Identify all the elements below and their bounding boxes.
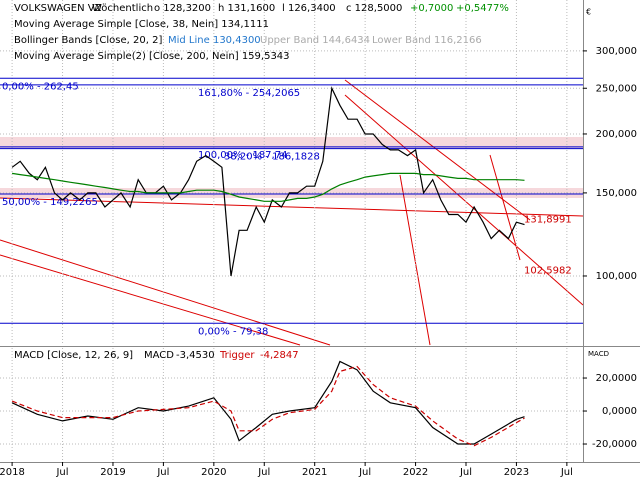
ohlc: o 128,3200	[154, 3, 211, 14]
level-label: 38,20% - 186,1828	[224, 152, 320, 163]
level-label: 50,00% - 149,2265	[2, 197, 98, 208]
series-line	[11, 365, 525, 447]
y-tick-label: 150,000	[596, 188, 637, 199]
legend-entry: Lower Band 116,2166	[372, 35, 482, 46]
ohlc: +0,7000	[410, 3, 453, 14]
y-tick-label: 300,000	[596, 46, 637, 57]
macd-title: MACD [Close, 12, 26, 9]	[14, 350, 133, 361]
y-tick-label: 20,0000	[596, 373, 637, 384]
ohlc: +0,5477%	[456, 3, 509, 14]
y-tick-label: -20,0000	[592, 439, 637, 450]
level-label: 0,00% - 79,38	[198, 326, 268, 337]
legend-entry: Moving Average Simple(2) [Close, 200, Ne…	[14, 51, 290, 62]
legend-entry: Upper Band 144,6434	[260, 35, 370, 46]
subtitle: Wöchentlich	[92, 3, 153, 14]
series-line	[11, 86, 525, 277]
legend-entry: Trigger	[219, 350, 255, 361]
legend-entry: -3,4530	[176, 350, 215, 361]
x-tick-label: 2022	[403, 467, 428, 478]
x-tick-label: 2018	[0, 467, 25, 478]
ohlc: h 131,1600	[218, 3, 275, 14]
y-tick-label: 250,000	[596, 83, 637, 94]
x-tick-label: 2021	[302, 467, 327, 478]
axis-label: MACD	[588, 350, 609, 358]
ohlc: l 126,3400	[282, 3, 336, 14]
legend-entry: MACD	[144, 350, 174, 361]
legend-entry: -4,2847	[260, 350, 299, 361]
x-tick-label: Jul	[560, 467, 573, 478]
x-tick-label: Jul	[358, 467, 371, 478]
title: VOLKSWAGEN VZ	[14, 3, 102, 14]
annotation: 131,8991	[524, 214, 572, 225]
legend-entry: Bollinger Bands [Close, 20, 2]	[14, 35, 162, 46]
x-tick-label: Jul	[257, 467, 270, 478]
ohlc: c 128,5000	[346, 3, 402, 14]
y-tick-label: 0,0000	[602, 406, 637, 417]
annotation: 102,5982	[524, 266, 572, 277]
header: VOLKSWAGEN VZ Wöchentlich o 128,3200 h 1…	[14, 3, 609, 361]
x-tick-label: 2020	[201, 467, 226, 478]
legend-entry: Moving Average Simple [Close, 38, Nein] …	[14, 19, 269, 30]
x-tick-label: Jul	[55, 467, 68, 478]
currency: €	[586, 8, 591, 17]
legend-entry: Mid Line 130,4300	[168, 35, 261, 46]
level-label: 100,00% - 187,74	[198, 150, 287, 161]
x-tick-label: Jul	[459, 467, 472, 478]
level-label: 161,80% - 254,2065	[198, 88, 300, 99]
x-tick-label: 2019	[100, 467, 125, 478]
y-tick-label: 200,000	[596, 129, 637, 140]
series-line	[12, 172, 525, 202]
level-label: 0,00% - 262,45	[2, 81, 79, 92]
trend-lines	[0, 79, 584, 346]
zone	[0, 137, 583, 149]
y-tick-label: 100,000	[596, 271, 637, 282]
x-tick-label: 2023	[504, 467, 529, 478]
x-tick-label: Jul	[156, 467, 169, 478]
